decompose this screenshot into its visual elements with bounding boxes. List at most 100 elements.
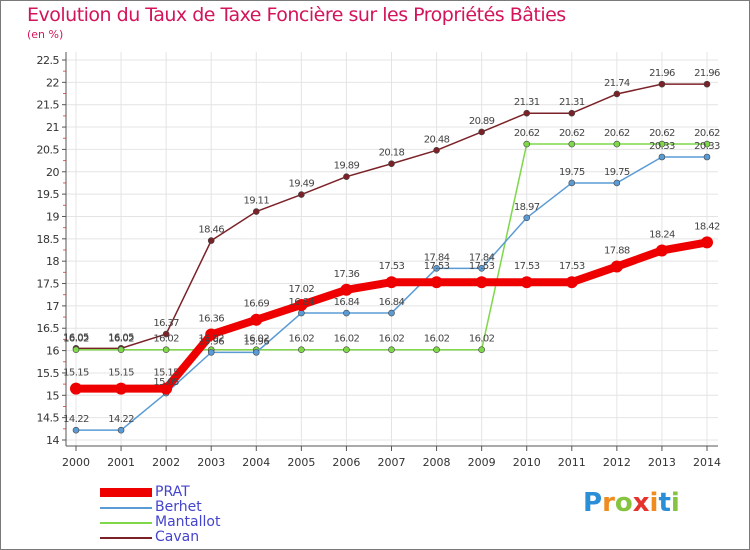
legend-swatch-cavan <box>100 537 152 539</box>
y-tick-label: 17 <box>46 300 59 313</box>
point-cavan <box>703 80 711 88</box>
unit-label: (en %) <box>27 28 64 41</box>
point-mantallot <box>478 346 485 353</box>
point-berhet <box>252 349 260 356</box>
data-label-berhet: 18.97 <box>514 202 540 213</box>
data-label-mantallot: 20.62 <box>694 128 720 139</box>
y-tick-label: 16.5 <box>37 322 60 335</box>
point-prat <box>70 382 82 395</box>
proxiti-logo: Proxiti <box>583 488 680 518</box>
series-layer <box>70 80 713 434</box>
data-label-cavan: 20.48 <box>424 134 450 145</box>
data-label-berhet: 19.75 <box>559 167 585 178</box>
data-label-prat: 16.69 <box>243 299 269 310</box>
legend-swatch-berhet <box>100 507 152 509</box>
point-berhet <box>207 349 215 356</box>
point-berhet <box>117 426 125 434</box>
data-label-berhet: 20.33 <box>649 141 675 152</box>
data-label-cavan: 21.96 <box>694 68 720 79</box>
y-tick-label: 14.5 <box>37 412 60 425</box>
point-mantallot <box>388 346 395 353</box>
point-mantallot <box>72 346 80 353</box>
point-mantallot <box>343 346 350 353</box>
logo-letter: o <box>614 488 633 518</box>
data-label-berhet: 15.96 <box>198 336 224 347</box>
data-label-berhet: 19.75 <box>604 167 630 178</box>
y-tick-label: 15.5 <box>37 367 60 380</box>
logo-letter: x <box>632 488 650 518</box>
x-tick-label: 2011 <box>558 456 586 469</box>
x-tick-label: 2000 <box>62 456 90 469</box>
point-cavan <box>433 147 440 154</box>
point-prat <box>295 298 308 311</box>
data-label-mantallot: 16.02 <box>153 334 179 345</box>
legend-label-berhet: Berhet <box>155 499 202 515</box>
data-label-cavan: 16.05 <box>63 332 89 343</box>
data-label-mantallot: 16.02 <box>198 334 224 345</box>
data-label-cavan: 21.74 <box>604 78 630 89</box>
point-prat <box>250 313 263 326</box>
data-label-prat: 18.24 <box>649 229 675 240</box>
data-label-cavan: 16.37 <box>153 318 179 329</box>
data-label-mantallot: 20.62 <box>514 128 540 139</box>
point-prat <box>520 276 533 289</box>
data-label-berhet: 20.33 <box>694 141 720 152</box>
y-tick-label: 16 <box>46 345 59 358</box>
data-label-mantallot: 16.02 <box>469 334 495 345</box>
point-berhet <box>433 265 440 272</box>
legend-label-prat: PRAT <box>155 484 190 500</box>
data-label-prat: 15.15 <box>108 368 134 379</box>
point-mantallot <box>658 140 666 148</box>
data-labels: 16.05 16.05 16.37 18.46 19.11 19.49 19.89 20.18… <box>63 68 720 425</box>
point-berhet <box>658 153 666 161</box>
data-label-cavan: 21.31 <box>559 97 585 108</box>
point-berhet <box>523 214 531 222</box>
legend-swatch-mantallot <box>100 522 152 524</box>
data-label-berhet: 15.96 <box>243 336 269 347</box>
x-tick-label: 2014 <box>693 456 721 469</box>
x-tick-label: 2010 <box>513 456 541 469</box>
point-berhet <box>72 426 80 434</box>
x-tick-label: 2001 <box>107 456 135 469</box>
data-label-mantallot: 16.02 <box>243 334 269 345</box>
data-label-berhet: 16.84 <box>334 297 360 308</box>
y-tick-label: 15 <box>46 389 59 402</box>
x-tick-label: 2012 <box>603 456 631 469</box>
y-tick-label: 19 <box>46 210 59 223</box>
point-mantallot <box>523 140 531 148</box>
data-label-mantallot: 20.62 <box>604 128 630 139</box>
data-label-berhet: 15.05 <box>153 377 179 388</box>
point-mantallot <box>162 346 170 353</box>
data-label-berhet: 17.84 <box>424 252 450 263</box>
y-tick-label: 18.5 <box>37 233 60 246</box>
point-prat <box>160 382 173 395</box>
logo-letter: r <box>602 488 615 518</box>
point-mantallot <box>433 346 440 353</box>
data-label-prat: 17.53 <box>469 261 495 272</box>
y-tick-label: 21.5 <box>37 99 60 112</box>
point-prat <box>655 244 668 257</box>
data-label-berhet: 14.22 <box>63 414 89 425</box>
x-tick-label: 2013 <box>648 456 676 469</box>
point-cavan <box>388 160 395 168</box>
point-prat <box>610 260 623 273</box>
point-prat <box>701 236 713 249</box>
point-mantallot <box>703 140 711 148</box>
data-label-prat: 17.53 <box>379 261 405 272</box>
data-label-cavan: 20.89 <box>469 116 495 127</box>
x-tick-label: 2007 <box>378 456 406 469</box>
point-cavan <box>613 90 621 98</box>
data-label-cavan: 18.46 <box>198 225 224 236</box>
data-label-prat: 15.15 <box>153 368 179 379</box>
y-tick-label: 14 <box>46 434 59 447</box>
x-tick-label: 2008 <box>423 456 451 469</box>
x-tick-label: 2003 <box>197 456 225 469</box>
data-label-mantallot: 16.02 <box>63 334 89 345</box>
point-cavan <box>568 109 576 117</box>
point-cavan <box>298 191 305 198</box>
point-berhet <box>613 179 621 187</box>
legend-label-cavan: Cavan <box>155 529 200 545</box>
data-label-mantallot: 16.02 <box>379 334 405 345</box>
x-tick-label: 2006 <box>332 456 360 469</box>
